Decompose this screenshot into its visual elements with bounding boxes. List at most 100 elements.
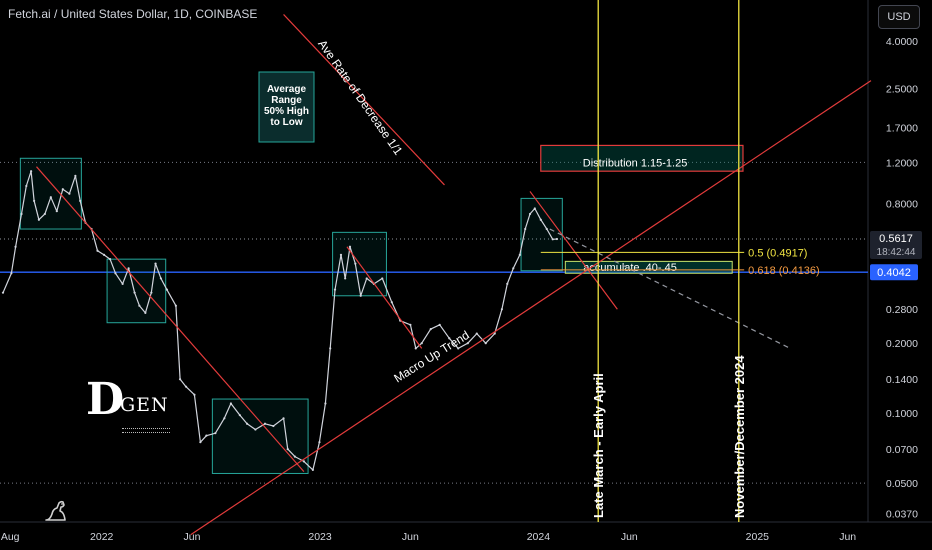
price-point	[282, 417, 285, 420]
last-price-tag	[870, 230, 922, 259]
average-range-text: Range	[271, 95, 302, 106]
price-point	[506, 282, 509, 285]
price-point	[409, 323, 412, 326]
price-point	[30, 170, 33, 173]
horizontal-line-value: 0.4042	[877, 267, 911, 279]
trend-line	[36, 166, 305, 473]
price-point	[539, 218, 542, 221]
time-tick-label: 2024	[527, 531, 551, 543]
price-tick-label: 2.5000	[886, 83, 918, 95]
price-point	[429, 327, 432, 331]
countdown-timer: 18:42:44	[877, 247, 916, 258]
price-point	[354, 262, 357, 265]
price-point	[518, 253, 521, 256]
range-box	[19, 157, 82, 230]
price-point	[79, 199, 82, 202]
price-point	[533, 207, 536, 210]
trend-line	[346, 246, 423, 349]
price-point	[159, 277, 163, 280]
price-point	[10, 272, 13, 275]
time-tick-label: Jun	[184, 531, 201, 543]
price-point	[229, 402, 233, 405]
dgen-logo: D GEN	[86, 374, 170, 433]
price-point	[150, 291, 153, 294]
price-point	[555, 237, 559, 241]
distribution-label: Distribution 1.15-1.25	[583, 157, 688, 169]
price-point	[184, 385, 188, 388]
price-point	[545, 227, 548, 231]
price-point	[121, 282, 124, 285]
time-tick-label: Jun	[621, 531, 638, 543]
time-tick-label: 2022	[90, 531, 114, 543]
trend-line	[190, 80, 872, 536]
price-point	[102, 253, 106, 256]
average-range-text: Average	[267, 84, 307, 95]
price-point	[493, 332, 496, 335]
price-point	[339, 253, 343, 256]
logo-letter: D	[86, 374, 125, 425]
price-point	[37, 218, 40, 221]
price-point	[144, 311, 147, 315]
price-point	[154, 262, 157, 265]
price-point	[96, 249, 99, 252]
price-point	[333, 288, 337, 291]
price-point	[55, 210, 58, 213]
price-point	[25, 184, 28, 188]
price-point	[68, 192, 71, 195]
average-range-text: 50% High	[264, 106, 309, 117]
price-point	[263, 422, 267, 425]
price-point	[238, 414, 241, 417]
price-point	[193, 393, 196, 396]
price-point	[127, 267, 130, 270]
price-point	[475, 332, 478, 335]
price-point	[174, 304, 177, 307]
time-tick-label: Jun	[839, 531, 856, 543]
distribution-box	[540, 144, 744, 172]
currency-button[interactable]: USD	[878, 5, 920, 29]
price-point	[49, 196, 52, 199]
time-tick-label: Aug	[1, 531, 20, 543]
time-tick-label: 2023	[308, 531, 332, 543]
price-point	[365, 277, 368, 280]
fib-label: 0.5 (0.4917)	[748, 247, 807, 259]
price-point	[214, 432, 217, 435]
price-point	[74, 174, 77, 177]
price-point	[438, 323, 441, 326]
price-tick-label: 1.7000	[886, 122, 918, 134]
horizontal-line-tag	[870, 264, 918, 281]
price-point	[359, 294, 362, 297]
trend-line	[283, 14, 445, 186]
price-point	[245, 422, 249, 425]
price-point	[205, 434, 208, 437]
price-tick-label: 4.0000	[886, 36, 918, 48]
logo-rule	[122, 428, 170, 433]
range-box	[106, 258, 167, 324]
price-point	[551, 238, 554, 241]
price-tick-label: 0.0370	[886, 508, 918, 520]
time-tick-label: Jun	[402, 531, 419, 543]
price-tick-label: 0.1400	[886, 374, 918, 386]
price-point	[20, 212, 23, 216]
logo-word: GEN	[120, 394, 169, 416]
price-point	[302, 460, 305, 463]
price-point	[108, 258, 112, 261]
price-tick-label: 0.2800	[886, 304, 918, 316]
price-tick-label: 0.1000	[886, 408, 918, 420]
price-tick-label: 0.0500	[886, 478, 918, 490]
price-point	[178, 378, 182, 381]
price-point	[14, 245, 17, 248]
price-point	[420, 342, 423, 345]
price-point	[381, 277, 384, 280]
price-tick-label: 0.2000	[886, 338, 918, 350]
price-point	[329, 347, 332, 350]
price-point	[448, 337, 451, 340]
price-point	[414, 347, 417, 350]
price-point	[199, 441, 202, 444]
price-point	[528, 212, 532, 216]
price-tick-label: 0.8000	[886, 198, 918, 210]
accumulate-box	[564, 260, 733, 274]
average-range-text: to Low	[270, 117, 302, 128]
price-point	[484, 342, 487, 345]
time-tick-label: 2025	[746, 531, 770, 543]
